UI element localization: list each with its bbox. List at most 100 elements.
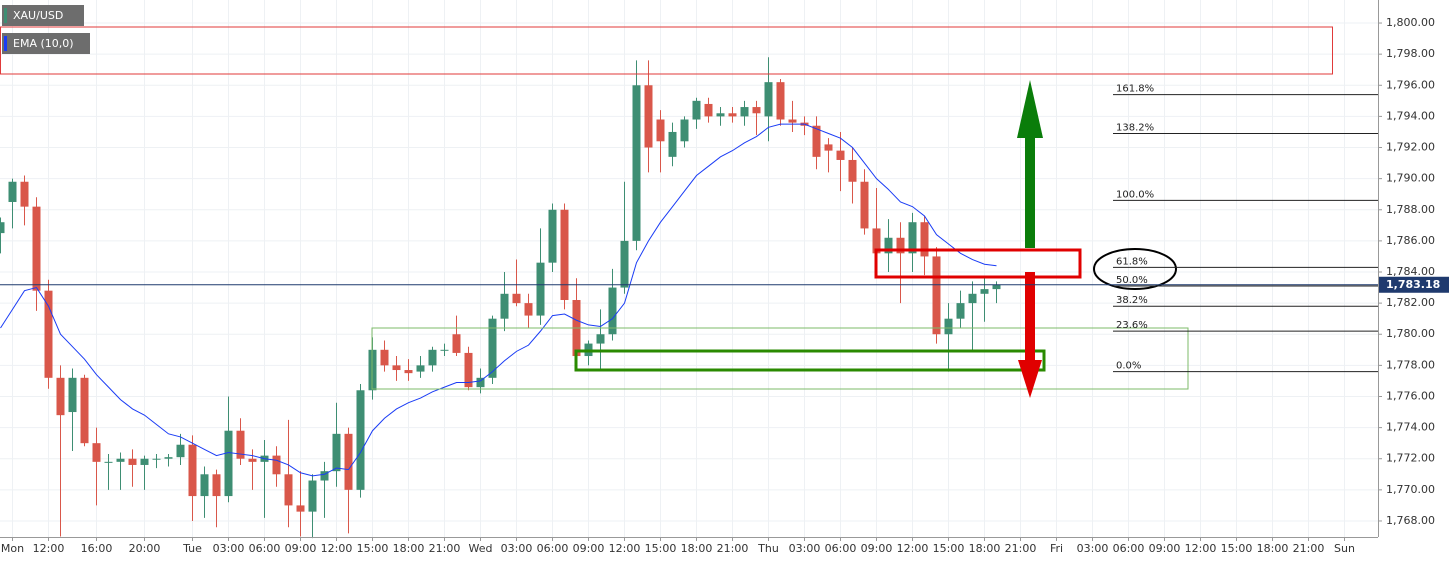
x-tick-label: 12:00 [321,542,353,555]
y-tick-label: 1,768.00 [1386,514,1435,527]
legend-box [2,5,84,26]
support-box [574,349,1046,372]
candle-body [932,256,941,335]
candle-body [752,107,761,114]
candle-body [32,206,41,291]
candle-body [236,430,245,459]
candle-body [104,461,113,463]
candle-body [68,377,77,413]
candle-body [44,290,53,378]
candle-body [860,181,869,229]
candle-body [536,262,545,316]
x-tick-label: 21:00 [1293,542,1325,555]
candle-body [512,293,521,304]
candle-body [152,458,161,460]
legend-label: EMA (10,0) [13,37,74,50]
x-tick-label: 03:00 [213,542,245,555]
y-tick-label: 1,772.00 [1386,452,1435,465]
candle-body [968,293,977,304]
legend-swatch [4,36,7,51]
candle-body [392,365,401,371]
arrow-up-head [1017,80,1043,138]
candle-body [272,455,281,475]
legend: XAU/USD EMA (10,0) [2,5,90,54]
arrow-up-shaft [1025,136,1035,248]
y-tick-label: 1,794.00 [1386,109,1435,122]
x-tick-label: 12:00 [33,542,65,555]
x-tick-label: Thu [757,542,779,555]
candle-body [344,433,353,490]
y-tick-label: 1,796.00 [1386,78,1435,91]
x-tick-label: Tue [182,542,202,555]
x-tick-label: 03:00 [789,542,821,555]
candle-body [704,103,713,117]
candle-body [380,349,389,366]
fib-label: 38.2% [1116,295,1148,306]
candle-body [0,222,5,234]
x-tick-label: 06:00 [825,542,857,555]
legend-label: XAU/USD [13,9,63,22]
candle-body [896,237,905,254]
candle-body [452,334,461,353]
candle-body [548,209,557,263]
x-tick-label: 15:00 [933,542,965,555]
candle-body [620,240,629,288]
candle-body [644,85,653,148]
candle-body [740,107,749,117]
candle-body [596,334,605,344]
x-tick-label: 18:00 [393,542,425,555]
candle-body [824,144,833,151]
x-tick-label: 12:00 [1185,542,1217,555]
candle-body [608,287,617,335]
candle-body [728,113,737,117]
fib-label: 161.8% [1116,84,1154,95]
candle-body [296,505,305,512]
candle-body [524,303,533,316]
candle-body [116,458,125,462]
y-tick-label: 1,782.00 [1386,296,1435,309]
candle-body [332,433,341,472]
candle-body [920,222,929,257]
candle-body [848,159,857,182]
candle-body [308,480,317,512]
x-tick-label: 21:00 [429,542,461,555]
candle-body [416,365,425,372]
x-tick-label: 15:00 [357,542,389,555]
candle-body [8,181,17,202]
candle-body [92,443,101,462]
candle-body [212,474,221,497]
x-tick-label: 18:00 [969,542,1001,555]
x-tick-label: 09:00 [573,542,605,555]
y-tick-label: 1,780.00 [1386,327,1435,340]
x-tick-label: 16:00 [81,542,113,555]
candle-body [128,458,137,465]
candle-body [908,222,917,254]
x-tick-label: 21:00 [1005,542,1037,555]
x-tick-label: 06:00 [1113,542,1145,555]
fib-label: 138.2% [1116,123,1154,134]
candle-body [956,303,965,319]
candle-body [632,85,641,241]
candle-body [56,377,65,416]
arrow-down-shaft [1025,272,1035,362]
support-zone [371,327,1189,390]
x-tick-label: 21:00 [717,542,749,555]
y-tick-label: 1,792.00 [1386,141,1435,154]
candle-body [224,430,233,497]
y-tick-label: 1,800.00 [1386,16,1435,29]
candle-body [488,318,497,378]
y-tick-label: 1,770.00 [1386,483,1435,496]
fib-label: 100.0% [1116,189,1154,200]
x-tick-label: 09:00 [285,542,317,555]
candle-body [716,113,725,117]
plot [0,57,1001,539]
x-tick-label: 06:00 [249,542,281,555]
candle-body [656,119,665,142]
candle-body [356,390,365,490]
candle-body [884,237,893,254]
candle-body [764,82,773,117]
x-tick-label: 12:00 [609,542,641,555]
candle-body [284,474,293,506]
candle-body [320,471,329,481]
